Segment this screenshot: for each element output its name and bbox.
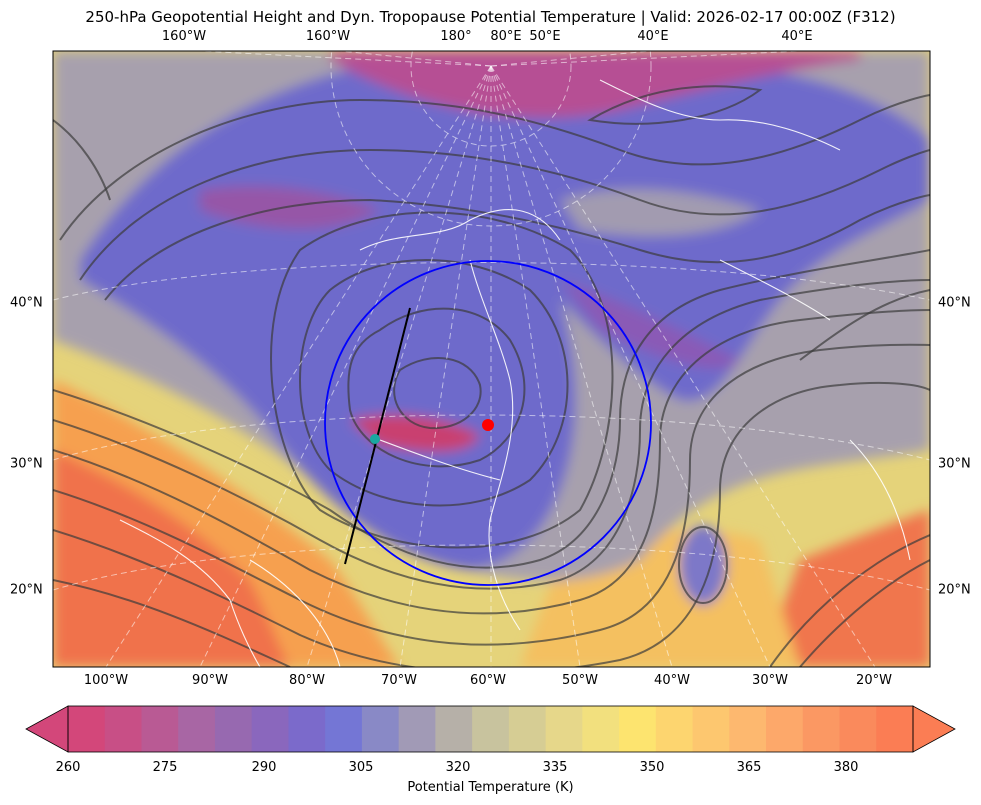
colorbar-tick: 290 <box>251 760 277 775</box>
colorbar-segment <box>251 706 290 752</box>
colorbar-segment <box>325 706 363 752</box>
analysis-circle <box>324 260 652 586</box>
colorbar-segment <box>288 706 326 752</box>
bottom-lon-label: 100°W <box>83 673 129 688</box>
colorbar-segment <box>472 706 510 752</box>
figure-title: 250-hPa Geopotential Height and Dyn. Tro… <box>85 8 896 26</box>
top-lon-label: 180° <box>440 29 472 44</box>
colorbar-tick: 335 <box>542 760 568 775</box>
colorbar-segment <box>435 706 473 752</box>
right-lat-label: 40°N <box>938 295 971 311</box>
top-lon-label: 80°E <box>490 29 522 44</box>
bottom-lon-label: 20°W <box>856 673 892 688</box>
center-marker <box>482 419 494 431</box>
bottom-lon-label: 30°W <box>752 673 788 688</box>
colorbar-segment <box>398 706 436 752</box>
colorbar-tick: 320 <box>445 760 471 775</box>
colorbar-segment <box>729 706 767 752</box>
colorbar-tick: 305 <box>348 760 374 775</box>
colorbar-tick: 350 <box>639 760 665 775</box>
map-panel[interactable] <box>53 0 930 673</box>
top-lon-label: 40°E <box>781 29 813 44</box>
bottom-lon-label: 60°W <box>470 673 506 688</box>
colorbar-extend-right <box>912 705 956 753</box>
bottom-lon-label: 90°W <box>192 673 228 688</box>
colorbar-segment <box>766 706 804 752</box>
colorbar-segment <box>655 706 694 752</box>
colorbar-label: Potential Temperature (K) <box>407 780 574 795</box>
coastlines <box>119 79 911 667</box>
colorbar-segment <box>876 706 914 752</box>
graticule <box>53 51 930 667</box>
colorbar-segment <box>68 706 106 752</box>
colorbar-tick: 380 <box>833 760 859 775</box>
colorbar-tick: 275 <box>152 760 178 775</box>
top-lon-label: 50°E <box>529 29 561 44</box>
top-lon-label: 40°E <box>637 29 669 44</box>
colorbar-segment <box>508 706 547 752</box>
colorbar-tick: 365 <box>736 760 762 775</box>
colorbar-segment <box>839 706 877 752</box>
colorbar-segment <box>361 706 400 752</box>
colorbar-segment <box>619 706 657 752</box>
colorbar-segment <box>545 706 583 752</box>
bottom-lon-label: 80°W <box>289 673 325 688</box>
colorbar-segment <box>178 706 216 752</box>
colorbar-segment <box>692 706 730 752</box>
bottom-lon-label: 70°W <box>381 673 417 688</box>
top-lon-label: 160°W <box>161 29 207 44</box>
cross-section-marker <box>370 434 380 444</box>
bottom-lon-label: 50°W <box>562 673 598 688</box>
left-lat-label: 30°N <box>10 456 43 472</box>
height-contours <box>53 85 930 667</box>
right-lat-label: 30°N <box>938 456 971 472</box>
colorbar-segment <box>214 706 253 752</box>
colorbar-segment <box>802 706 841 752</box>
bottom-lon-label: 40°W <box>654 673 690 688</box>
top-lon-label: 160°W <box>305 29 351 44</box>
colorbar-extend-left <box>25 705 69 753</box>
colorbar-segment <box>582 706 620 752</box>
right-lat-label: 20°N <box>938 582 971 598</box>
colorbar <box>25 705 956 753</box>
map-frame <box>52 50 931 668</box>
colorbar-segment <box>104 706 143 752</box>
left-lat-label: 40°N <box>10 295 43 311</box>
colorbar-tick: 260 <box>55 760 81 775</box>
left-lat-label: 20°N <box>10 582 43 598</box>
colorbar-segment <box>141 706 179 752</box>
colorbar-frame <box>67 705 914 753</box>
